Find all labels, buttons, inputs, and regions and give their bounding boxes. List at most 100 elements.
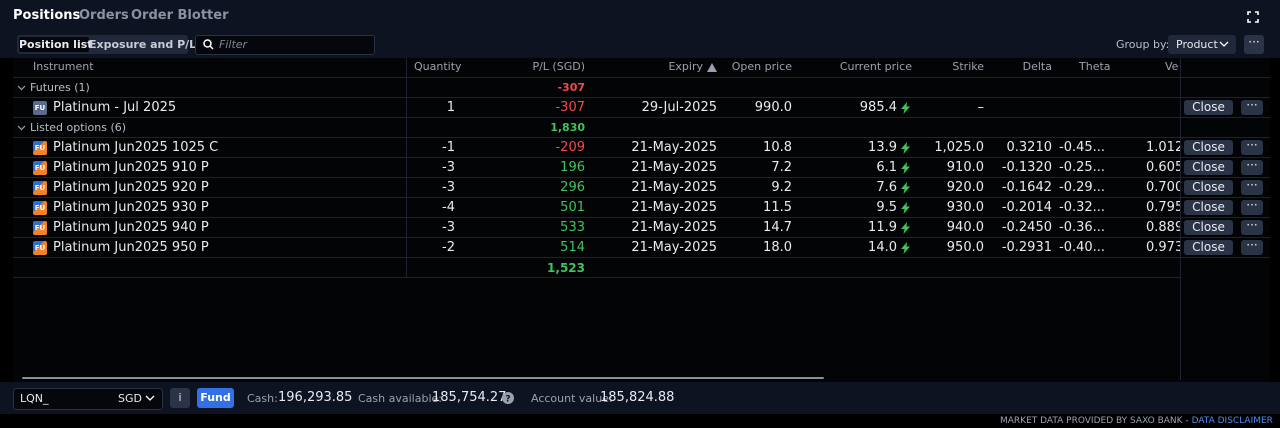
account-select[interactable]: [13, 388, 163, 410]
group-label[interactable]: Listed options (6): [30, 121, 127, 134]
close-button[interactable]: Close: [1184, 100, 1233, 115]
cell-open: 10.8: [763, 140, 792, 155]
cell-theta: -0.25...: [1059, 160, 1106, 175]
cell-theta: -0.40...: [1059, 240, 1106, 255]
info-button[interactable]: i: [170, 388, 190, 408]
cell-expiry: 21-May-2025: [631, 140, 717, 155]
column-header[interactable]: Current price: [839, 60, 912, 73]
collapse-icon[interactable]: [17, 125, 26, 131]
column-header[interactable]: P/L (SGD): [532, 60, 585, 73]
instrument-name: Platinum Jun2025 1025 C: [53, 140, 219, 155]
column-header[interactable]: Quantity: [414, 60, 462, 73]
filter-placeholder: Filter: [219, 38, 248, 51]
cell-current: 14.0: [868, 240, 897, 255]
more-button[interactable]: ···: [1241, 99, 1263, 115]
view-option[interactable]: Position list: [19, 37, 93, 52]
cell-open: 11.5: [763, 200, 792, 215]
close-button[interactable]: Close: [1184, 220, 1233, 235]
column-header[interactable]: Theta: [1079, 60, 1111, 73]
cell-strike: 950.0: [946, 240, 984, 255]
expand-icon[interactable]: [1247, 11, 1259, 23]
disclaimer-link[interactable]: DATA DISCLAIMER: [1191, 416, 1273, 426]
cell-current: 9.5: [876, 200, 897, 215]
more-button[interactable]: ···: [1241, 139, 1263, 155]
instrument-name: Platinum Jun2025 910 P: [53, 160, 209, 175]
cell-delta: -0.2450: [1001, 220, 1052, 235]
cash-label: Cash:: [247, 392, 278, 405]
cell-expiry: 21-May-2025: [631, 180, 717, 195]
price-tick-icon: [901, 222, 910, 234]
scrollbar[interactable]: [22, 377, 824, 379]
collapse-icon[interactable]: [17, 85, 26, 91]
row-line: [13, 97, 1270, 98]
close-button[interactable]: Close: [1184, 200, 1233, 215]
cell-open: 7.2: [771, 160, 792, 175]
help-icon[interactable]: ?: [502, 392, 514, 404]
instrument-badge: FU: [33, 141, 47, 155]
cell-expiry: 29-Jul-2025: [641, 100, 717, 115]
cell-delta: -0.2014: [1001, 200, 1052, 215]
svg-text:?: ?: [505, 395, 510, 405]
group-by-value: Product: [1176, 38, 1218, 51]
cell-vega: 1.012: [1146, 140, 1180, 155]
cell-quantity: -3: [442, 180, 455, 195]
group-by-select[interactable]: [1168, 35, 1236, 54]
cell-strike: 940.0: [946, 220, 984, 235]
group-label[interactable]: Futures (1): [30, 81, 90, 94]
cell-open: 990.0: [754, 100, 792, 115]
view-option[interactable]: Exposure and P/L: [89, 38, 197, 51]
sort-icon: [707, 63, 717, 72]
price-tick-icon: [901, 142, 910, 154]
column-header[interactable]: Ve: [1165, 60, 1179, 73]
cell-pl: 501: [560, 200, 585, 215]
instrument-name: Platinum Jun2025 920 P: [53, 180, 209, 195]
instrument-name: Platinum Jun2025 950 P: [53, 240, 209, 255]
cell-quantity: -1: [442, 140, 455, 155]
close-button[interactable]: Close: [1184, 240, 1233, 255]
cell-open: 9.2: [771, 180, 792, 195]
more-button[interactable]: ···: [1241, 179, 1263, 195]
cell-expiry: 21-May-2025: [631, 240, 717, 255]
more-button[interactable]: ···: [1241, 239, 1263, 255]
column-header[interactable]: Instrument: [33, 60, 94, 73]
row-line: [13, 277, 1180, 278]
instrument-badge: FU: [33, 101, 47, 115]
row-line: [13, 177, 1270, 178]
filter-input[interactable]: [195, 35, 375, 55]
close-button[interactable]: Close: [1184, 160, 1233, 175]
instrument-badge: FU: [33, 161, 47, 175]
more-button[interactable]: ···: [1241, 159, 1263, 175]
account-value: 185,824.88: [600, 390, 675, 405]
cash-available-value: 185,754.27: [432, 390, 507, 405]
close-button[interactable]: Close: [1184, 140, 1233, 155]
more-button[interactable]: ···: [1244, 35, 1264, 54]
cell-expiry: 21-May-2025: [631, 200, 717, 215]
cell-current: 985.4: [859, 100, 897, 115]
cell-current: 7.6: [876, 180, 897, 195]
close-button[interactable]: Close: [1184, 180, 1233, 195]
row-line: [13, 117, 1270, 118]
group-by-label: Group by:: [1116, 38, 1170, 51]
cell-quantity: 1: [446, 100, 455, 115]
more-button[interactable]: ···: [1241, 199, 1263, 215]
column-header[interactable]: Open price: [731, 60, 792, 73]
cell-pl: 533: [560, 220, 585, 235]
column-header[interactable]: Strike: [952, 60, 984, 73]
disclaimer-text: MARKET DATA PROVIDED BY SAXO BANK -: [1000, 416, 1189, 426]
row-line: [13, 217, 1270, 218]
cell-delta: 0.3210: [1006, 140, 1053, 155]
tab[interactable]: Orders: [79, 8, 129, 23]
column-header[interactable]: Expiry: [668, 60, 703, 73]
cell-delta: -0.1320: [1001, 160, 1052, 175]
cash-available-label: Cash available:: [358, 392, 442, 405]
chevron: [145, 395, 155, 401]
column-header[interactable]: Delta: [1022, 60, 1052, 73]
more-button[interactable]: ···: [1241, 219, 1263, 235]
tab[interactable]: Positions: [13, 8, 81, 23]
row-line: [13, 237, 1270, 238]
currency: SGD: [118, 392, 142, 405]
price-tick-icon: [901, 102, 910, 114]
tab[interactable]: Order Blotter: [131, 8, 229, 23]
fund-button[interactable]: Fund: [197, 388, 234, 408]
price-tick-icon: [901, 242, 910, 254]
